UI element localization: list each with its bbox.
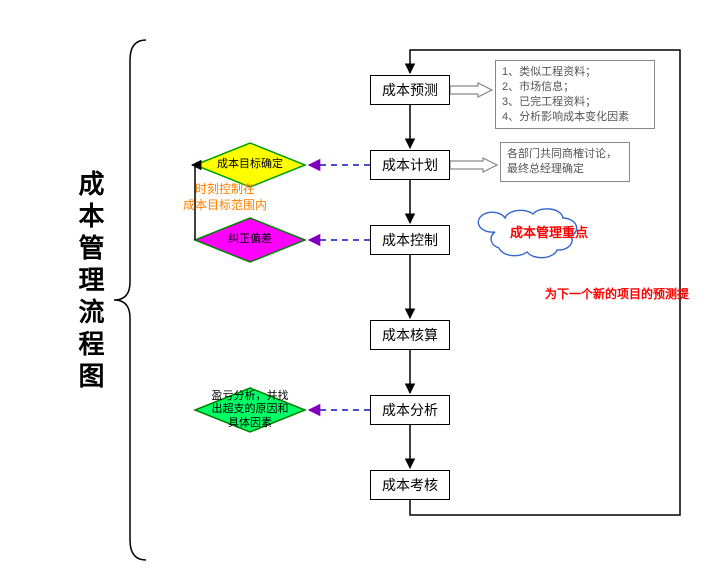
note-mgmt-focus: 成本管理重点: [510, 222, 588, 241]
node-label: 成本控制: [382, 230, 438, 250]
note-plan-confirm: 各部门共同商榷讨论，最终总经理确定: [500, 142, 630, 182]
node-label: 成本预测: [382, 80, 438, 100]
note-forecast-inputs: 1、类似工程资料；2、市场信息；3、已完工程资料；4、分析影响成本变化因素: [495, 60, 655, 129]
note-control-range: 时刻控制在成本目标范围内: [160, 182, 290, 213]
node-label: 成本分析: [382, 400, 438, 420]
node-cost-forecast: 成本预测: [370, 75, 450, 105]
node-cost-account: 成本核算: [370, 320, 450, 350]
node-label: 成本考核: [382, 475, 438, 495]
node-cost-assess: 成本考核: [370, 470, 450, 500]
node-label: 成本核算: [382, 325, 438, 345]
note-next-project: 为下一个新的项目的预测提: [545, 285, 689, 302]
node-cost-analysis: 成本分析: [370, 395, 450, 425]
node-cost-control: 成本控制: [370, 225, 450, 255]
node-label: 成本计划: [382, 155, 438, 175]
node-cost-plan: 成本计划: [370, 150, 450, 180]
